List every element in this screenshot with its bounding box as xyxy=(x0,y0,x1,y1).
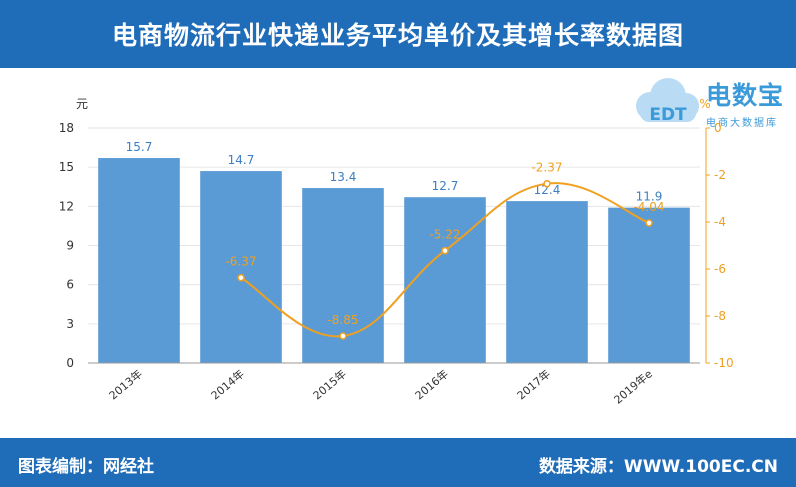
bar xyxy=(404,197,486,363)
y-axis-label-left: 元 xyxy=(76,97,88,111)
bar-value-label: 12.7 xyxy=(432,179,459,193)
line-value-label: -5.22 xyxy=(429,228,460,242)
x-tick-label: 2019年e xyxy=(611,366,655,406)
bar-value-label: 12.4 xyxy=(534,183,561,197)
bar-value-label: 11.9 xyxy=(636,190,663,204)
bar xyxy=(200,171,282,363)
y-tick-label-left: 3 xyxy=(66,317,74,331)
bar xyxy=(608,207,690,363)
right-axis: 0 -2 -4 -6 -8 -10 xyxy=(705,121,734,370)
line-point xyxy=(237,273,245,282)
y-tick-label-right: -6 xyxy=(714,262,726,276)
x-axis: 2013年 2014年 2015年 2016年 2017年 2019年e xyxy=(88,362,700,407)
line-value-label: -4.04 xyxy=(633,200,664,214)
x-tick-label: 2016年 xyxy=(412,367,451,403)
x-tick-label: 2013年 xyxy=(106,367,145,403)
x-tick-label: 2014年 xyxy=(208,367,247,403)
line-point xyxy=(645,219,653,227)
x-tick-label: 2017年 xyxy=(514,367,553,403)
y-tick-label-left: 12 xyxy=(59,199,74,213)
chart: 15.7 14.7 13.4 12.7 12.4 11.9 0 3 6 9 12 15 18 0 -2 -… xyxy=(59,97,734,407)
line-point xyxy=(339,332,347,340)
y-tick-label-left: 15 xyxy=(59,160,74,174)
y-tick-label-left: 6 xyxy=(66,278,74,292)
bar xyxy=(506,201,588,363)
logo-icon-text: EDT xyxy=(649,105,687,125)
line-value-label: -2.37 xyxy=(531,161,562,175)
line-point xyxy=(543,179,551,188)
line-value-label: -8.85 xyxy=(327,313,358,327)
y-tick-label-left: 18 xyxy=(59,121,74,135)
footer-bar: 图表编制：网经社 数据来源：WWW.100EC.CN xyxy=(0,438,796,487)
cloud-icon: EDT xyxy=(636,78,699,125)
footer-credit: 图表编制：网经社 xyxy=(18,457,154,477)
logo-subtitle: 电商大数据库 xyxy=(706,118,778,129)
footer-source: 数据来源：WWW.100EC.CN xyxy=(538,457,778,477)
y-tick-label-right: -10 xyxy=(714,356,734,370)
y-tick-label-right: 0 xyxy=(714,121,722,135)
line-value-label: -6.37 xyxy=(225,255,256,269)
logo-brand: 电数宝 xyxy=(706,81,785,110)
logo: EDT 电数宝 电商大数据库 xyxy=(628,72,793,134)
y-axis-label-right: % xyxy=(699,97,710,111)
bar-value-label: 14.7 xyxy=(228,153,255,167)
y-tick-label-right: -4 xyxy=(714,215,726,229)
bar-value-label: 15.7 xyxy=(126,140,153,154)
line-point xyxy=(441,246,449,255)
bar xyxy=(98,158,180,363)
y-tick-label-left: 0 xyxy=(66,356,74,370)
y-tick-label-right: -2 xyxy=(714,168,726,182)
page-title: 电商物流行业快递业务平均单价及其增长率数据图 xyxy=(111,21,684,50)
header-bar: 电商物流行业快递业务平均单价及其增长率数据图 xyxy=(0,0,796,68)
y-tick-label-right: -8 xyxy=(714,309,726,323)
y-tick-label-left: 9 xyxy=(66,239,74,253)
bar-series: 15.7 14.7 13.4 12.7 12.4 11.9 xyxy=(98,140,690,363)
line-series: -6.37 -8.85 -5.22 -2.37 -4.04 xyxy=(225,161,665,340)
x-tick-label: 2015年 xyxy=(310,367,349,403)
bar-value-label: 13.4 xyxy=(330,170,357,184)
left-axis: 0 3 6 9 12 15 18 xyxy=(59,121,74,370)
